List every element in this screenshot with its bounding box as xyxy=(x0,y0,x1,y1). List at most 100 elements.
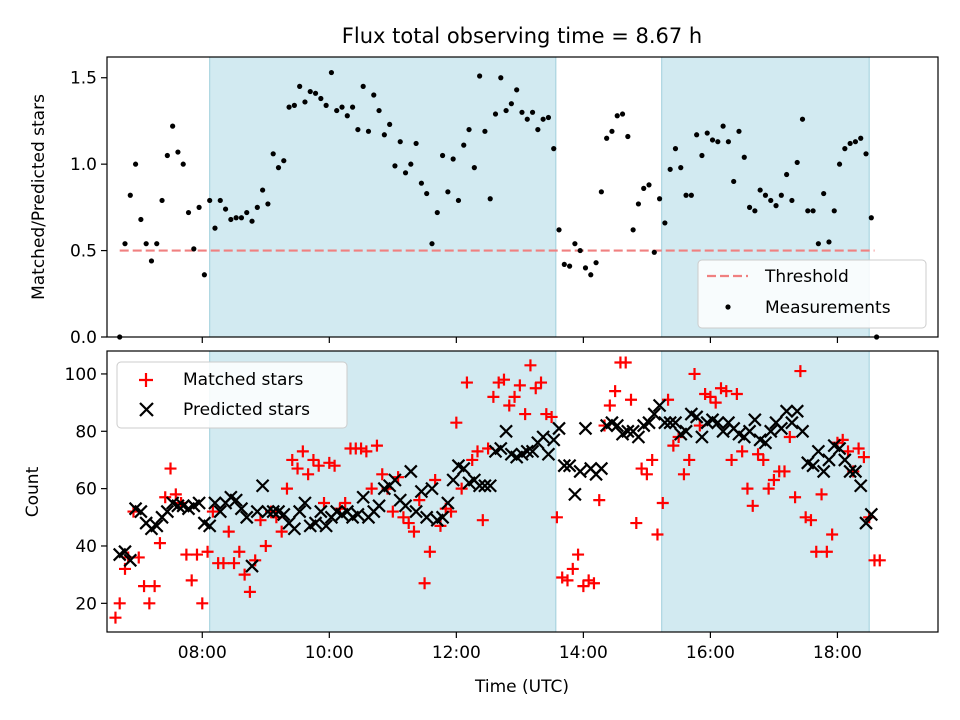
measurement-point xyxy=(709,137,716,143)
x-tick-label: 14:00 xyxy=(559,643,608,663)
predicted-star-point xyxy=(610,418,625,433)
measurement-point xyxy=(392,163,398,169)
matched-star-point xyxy=(312,459,325,472)
predicted-star-point xyxy=(292,504,307,519)
matched-star-point xyxy=(630,517,643,530)
matched-star-point xyxy=(360,445,373,458)
matched-star-point xyxy=(466,453,479,466)
measurement-point xyxy=(561,261,567,268)
matched-star-point xyxy=(190,548,203,561)
measurement-point xyxy=(233,215,239,221)
matched-star-point xyxy=(460,376,473,389)
x-tick-label: 16:00 xyxy=(686,643,735,663)
measurement-point xyxy=(191,246,197,252)
x-axis-label: Time (UTC) xyxy=(474,677,569,697)
matched-star-point xyxy=(778,465,791,478)
predicted-star-point xyxy=(853,478,868,493)
measurement-point xyxy=(810,208,816,214)
measurement-point xyxy=(249,218,255,224)
legend-measurement-swatch xyxy=(725,304,731,310)
measurement-point xyxy=(413,140,419,147)
matched-star-point xyxy=(820,545,833,558)
matched-star-point xyxy=(492,376,505,389)
matched-star-point xyxy=(757,453,770,466)
measurement-point xyxy=(270,151,276,157)
measurement-point xyxy=(477,73,483,79)
measurement-point xyxy=(799,116,806,122)
predicted-star-point xyxy=(202,519,217,533)
predicted-star-point xyxy=(811,444,826,459)
predicted-star-point xyxy=(557,458,572,473)
measurement-point xyxy=(228,216,234,223)
measurement-point xyxy=(778,192,784,198)
matched-star-point xyxy=(196,597,209,610)
matched-star-point xyxy=(519,408,532,421)
measurement-point xyxy=(312,90,319,96)
predicted-star-point xyxy=(441,496,455,510)
measurement-point xyxy=(852,139,859,145)
y-tick-label: 20 xyxy=(75,594,97,614)
matched-star-point xyxy=(180,548,193,561)
measurement-point xyxy=(397,139,403,145)
predicted-star-point xyxy=(266,504,280,519)
legend-matched-label: Matched stars xyxy=(183,370,303,390)
matched-star-point xyxy=(524,359,537,372)
y-tick-label: 0.0 xyxy=(70,328,97,348)
measurement-point xyxy=(593,260,599,266)
measurement-point xyxy=(429,241,435,247)
measurement-point xyxy=(365,128,372,134)
matched-star-point xyxy=(355,442,368,455)
measurement-point xyxy=(540,116,546,122)
measurement-point xyxy=(487,196,493,202)
count-panel: 20 40 60 80 100 08:00 10:00 12:00 14:00 16:00 18:… xyxy=(23,350,939,697)
matched-star-point xyxy=(159,491,172,504)
measurement-point xyxy=(148,258,155,264)
measurement-point xyxy=(212,225,218,231)
ratio-panel-frame xyxy=(106,56,939,338)
x-axis-ticks: 08:00 10:00 12:00 14:00 16:00 18:00 xyxy=(178,632,862,663)
predicted-star-point xyxy=(356,490,370,505)
measurement-point xyxy=(286,104,292,110)
count-panel-frame xyxy=(106,350,939,633)
predicted-star-point xyxy=(536,430,550,444)
predicted-star-point xyxy=(298,496,312,510)
matched-star-point xyxy=(185,574,198,587)
matched-star-point xyxy=(153,537,166,550)
measurement-point xyxy=(434,209,440,216)
matched-star-point xyxy=(164,462,177,475)
predicted-star-point xyxy=(261,504,275,519)
matched-star-point xyxy=(762,482,775,495)
predicted-star-point xyxy=(758,435,773,450)
matched-star-point xyxy=(545,410,558,423)
matched-star-point xyxy=(804,514,817,527)
measurement-point xyxy=(418,180,425,186)
matched-star-point xyxy=(217,557,230,570)
predicted-star-point xyxy=(520,444,535,459)
measurement-point xyxy=(720,123,726,129)
x-tick-label: 10:00 xyxy=(305,643,354,663)
measurement-point xyxy=(545,114,552,121)
predicted-star-point xyxy=(134,504,148,519)
measurement-point xyxy=(471,165,477,171)
measurement-point xyxy=(836,161,843,167)
measurement-point xyxy=(768,197,774,204)
matched-star-point xyxy=(503,399,516,412)
measurement-point xyxy=(826,239,832,245)
matched-star-point xyxy=(746,499,759,512)
matched-star-point xyxy=(413,494,426,507)
matched-star-point xyxy=(259,539,272,552)
matched-star-point xyxy=(852,442,865,455)
matched-star-point xyxy=(794,365,807,378)
predicted-star-point xyxy=(525,444,540,459)
matched-star-point xyxy=(228,557,241,570)
measurement-point xyxy=(842,146,848,152)
matched-star-point xyxy=(789,491,802,504)
predicted-star-point xyxy=(594,461,609,476)
measurement-point xyxy=(656,196,663,202)
matched-star-point xyxy=(109,611,122,624)
matched-star-point xyxy=(132,551,145,564)
measurement-point xyxy=(498,75,504,81)
y-tick-label: 60 xyxy=(75,480,97,500)
measurement-point xyxy=(328,69,335,76)
predicted-star-point xyxy=(419,510,434,525)
